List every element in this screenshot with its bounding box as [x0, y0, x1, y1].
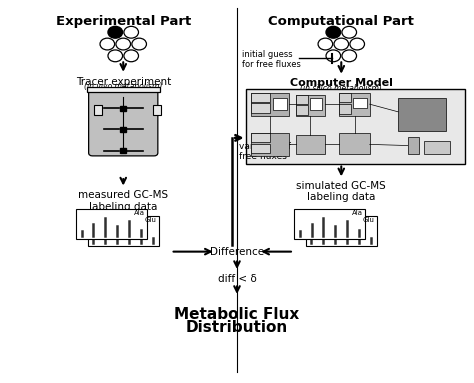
- Bar: [120, 127, 126, 132]
- Text: Glu: Glu: [363, 217, 374, 223]
- Bar: [273, 98, 287, 110]
- Bar: [408, 137, 419, 154]
- Circle shape: [326, 26, 341, 38]
- Bar: [120, 106, 126, 111]
- Bar: [294, 209, 365, 239]
- Text: Glu: Glu: [145, 217, 156, 223]
- Bar: [339, 93, 370, 116]
- Text: variation of
free fluxes: variation of free fluxes: [239, 142, 291, 161]
- Bar: [251, 133, 270, 142]
- Text: Computational Part: Computational Part: [268, 15, 414, 28]
- Bar: [296, 105, 308, 115]
- Bar: [88, 216, 159, 246]
- Text: simulated GC-MS
labeling data: simulated GC-MS labeling data: [296, 181, 386, 202]
- Text: Ala: Ala: [352, 210, 363, 216]
- FancyBboxPatch shape: [89, 90, 158, 156]
- Bar: [310, 98, 322, 110]
- Text: Experimental Part: Experimental Part: [55, 15, 191, 28]
- Bar: [251, 103, 270, 113]
- Text: Distribution: Distribution: [186, 320, 288, 335]
- Text: Ala: Ala: [134, 210, 145, 216]
- Text: Difference: Difference: [210, 247, 264, 257]
- Text: diff < δ: diff < δ: [218, 274, 256, 284]
- Bar: [424, 141, 450, 154]
- Text: initial guess
for free fluxes: initial guess for free fluxes: [242, 50, 301, 69]
- Bar: [87, 87, 160, 92]
- Text: Metabolic Flux: Metabolic Flux: [174, 306, 300, 322]
- Bar: [76, 209, 147, 239]
- Text: (in silico metabolism): (in silico metabolism): [301, 84, 382, 93]
- Bar: [251, 93, 270, 102]
- Text: Computer Model: Computer Model: [290, 78, 393, 88]
- Text: measured GC-MS
labeling data: measured GC-MS labeling data: [78, 190, 168, 211]
- Bar: [246, 89, 465, 164]
- Bar: [339, 93, 351, 102]
- Text: (in vivo metabolism): (in vivo metabolism): [84, 82, 163, 91]
- Bar: [296, 95, 308, 104]
- Bar: [94, 105, 102, 115]
- Bar: [339, 133, 370, 154]
- Bar: [306, 216, 377, 246]
- Bar: [296, 95, 325, 116]
- Text: Tracer experiment: Tracer experiment: [76, 77, 171, 87]
- Bar: [251, 144, 270, 153]
- Circle shape: [108, 26, 123, 38]
- Bar: [339, 104, 351, 114]
- Bar: [296, 135, 325, 154]
- Bar: [353, 98, 367, 108]
- Bar: [153, 105, 161, 115]
- Bar: [251, 133, 289, 156]
- Bar: [120, 148, 126, 153]
- Bar: [398, 98, 446, 131]
- Bar: [251, 93, 289, 116]
